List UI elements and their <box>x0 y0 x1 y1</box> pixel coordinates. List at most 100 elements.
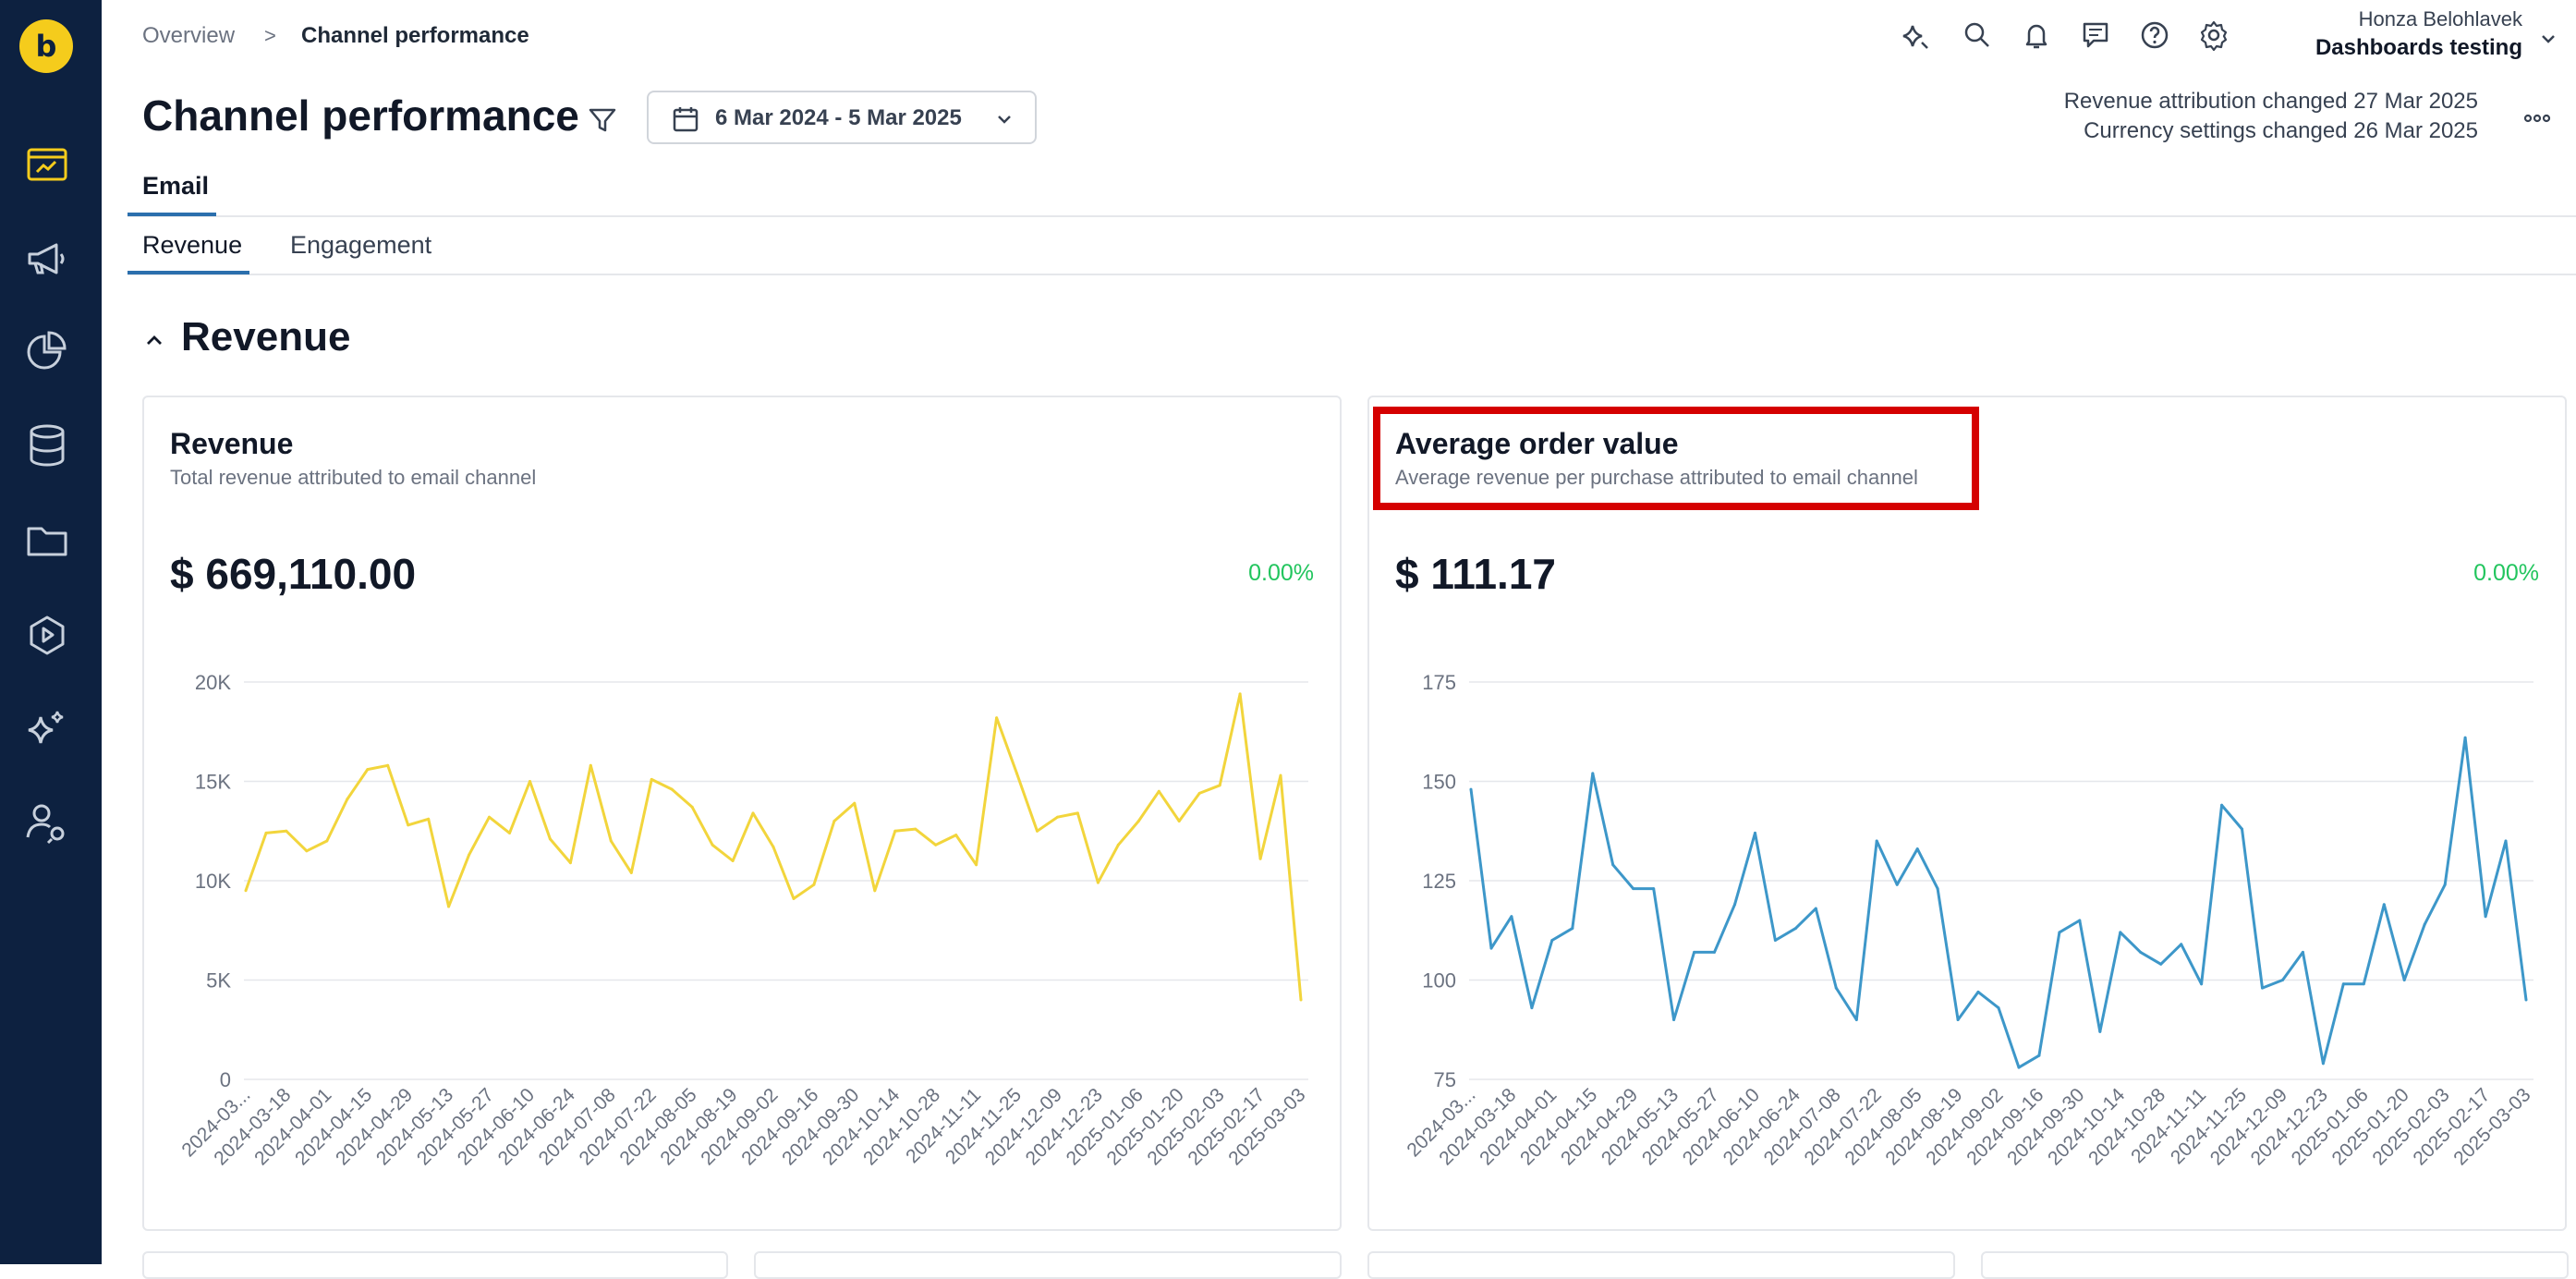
data-point <box>2098 1030 2101 1033</box>
data-point <box>2403 979 2406 981</box>
data-point <box>366 768 369 771</box>
data-point <box>1611 863 1614 866</box>
data-point <box>1510 915 1513 918</box>
bell-icon[interactable] <box>2020 18 2053 52</box>
data-point <box>1259 858 1262 860</box>
channel-tabs: Email <box>128 168 2576 217</box>
data-point <box>2261 987 2264 990</box>
date-range-label: 6 Mar 2024 - 5 Mar 2025 <box>715 105 962 131</box>
y-tick-label: 125 <box>1422 870 1456 893</box>
section-title: Revenue <box>181 314 350 360</box>
data-point <box>832 820 835 822</box>
workspace-name[interactable]: Dashboards testing <box>2315 35 2522 61</box>
y-tick-label: 20K <box>195 671 231 694</box>
page-title: Channel performance <box>142 91 579 140</box>
gear-icon[interactable] <box>2197 18 2230 52</box>
data-point <box>1056 816 1059 819</box>
data-point <box>732 859 735 862</box>
data-point <box>285 830 287 833</box>
data-point <box>671 788 674 791</box>
data-point <box>1754 832 1756 834</box>
data-point <box>1015 772 1018 774</box>
brand-logo[interactable]: b <box>19 19 73 73</box>
data-point <box>1632 887 1634 890</box>
data-point <box>610 840 613 843</box>
sparkle-icon[interactable] <box>18 700 76 758</box>
data-point <box>2464 737 2467 739</box>
data-point <box>2058 931 2060 933</box>
data-point <box>1550 939 1553 942</box>
data-point <box>1855 1018 1858 1021</box>
data-point <box>1178 820 1181 822</box>
data-point <box>995 716 998 719</box>
data-point <box>407 823 409 826</box>
filter-icon[interactable] <box>586 104 619 137</box>
chevron-up-icon[interactable] <box>142 329 166 353</box>
tab-email[interactable]: Email <box>142 172 209 201</box>
data-point <box>853 802 856 805</box>
data-point <box>1652 887 1655 890</box>
data-point <box>2159 963 2162 966</box>
data-point <box>325 840 328 843</box>
search-icon[interactable] <box>1961 18 1994 52</box>
user-name[interactable]: Honza Belohlavek <box>2359 7 2522 31</box>
chevron-down-icon <box>994 109 1015 129</box>
data-point <box>1239 692 1242 695</box>
data-point <box>650 778 653 781</box>
date-range-picker[interactable]: 6 Mar 2024 - 5 Mar 2025 <box>647 91 1037 144</box>
dashboard-icon[interactable] <box>18 137 76 194</box>
tab-revenue[interactable]: Revenue <box>142 231 242 260</box>
next-card-partial <box>142 1251 728 1279</box>
data-point <box>2241 828 2243 831</box>
data-point <box>893 830 896 833</box>
data-point <box>711 844 714 847</box>
next-card-partial <box>1367 1251 1955 1279</box>
pie-chart-icon[interactable] <box>18 323 76 381</box>
data-point <box>1733 903 1736 906</box>
data-point <box>2424 923 2426 926</box>
megaphone-icon[interactable] <box>18 230 76 287</box>
y-tick-label: 0 <box>220 1068 231 1091</box>
breadcrumb-overview[interactable]: Overview <box>142 20 235 52</box>
data-point <box>2139 951 2142 954</box>
data-point <box>1036 830 1039 833</box>
data-point <box>772 846 775 848</box>
y-tick-label: 75 <box>1434 1068 1456 1091</box>
data-point <box>1470 788 1473 791</box>
series-line <box>1471 737 2526 1067</box>
ai-assistant-icon[interactable] <box>1900 18 1933 52</box>
data-point <box>2018 1066 2021 1069</box>
data-point <box>2342 982 2345 985</box>
help-icon[interactable] <box>2138 18 2171 52</box>
data-point <box>1998 1006 2000 1009</box>
data-point <box>1571 927 1574 930</box>
aov-card: Average order value Average revenue per … <box>1367 396 2567 1231</box>
data-point <box>2119 931 2121 933</box>
data-point <box>265 832 268 834</box>
data-point <box>1490 947 1493 950</box>
data-point <box>488 816 491 819</box>
play-icon[interactable] <box>18 606 76 664</box>
chevron-down-icon[interactable] <box>2537 28 2559 50</box>
data-point <box>1137 820 1140 822</box>
user-settings-icon[interactable] <box>18 795 76 852</box>
data-point <box>569 861 572 864</box>
data-point <box>1876 840 1878 843</box>
database-icon[interactable] <box>18 417 76 474</box>
more-options-icon[interactable] <box>2522 107 2552 129</box>
breadcrumb-current: Channel performance <box>301 20 529 52</box>
data-point <box>2363 982 2365 985</box>
next-card-partial <box>1981 1251 2569 1279</box>
data-point <box>2525 999 2528 1002</box>
data-point <box>1076 811 1079 814</box>
data-point <box>691 806 694 809</box>
data-point <box>873 889 876 892</box>
sidebar: b <box>0 0 102 1264</box>
tab-engagement[interactable]: Engagement <box>290 231 431 260</box>
folder-icon[interactable] <box>18 512 76 569</box>
main-content: Overview > Channel performance Honza Bel… <box>102 0 2576 1264</box>
chat-icon[interactable] <box>2079 18 2112 52</box>
data-point <box>1693 951 1695 954</box>
data-point <box>386 764 389 767</box>
aov-line-chart: 751001251501752024-03...2024-03-182024-0… <box>1369 397 2569 1233</box>
